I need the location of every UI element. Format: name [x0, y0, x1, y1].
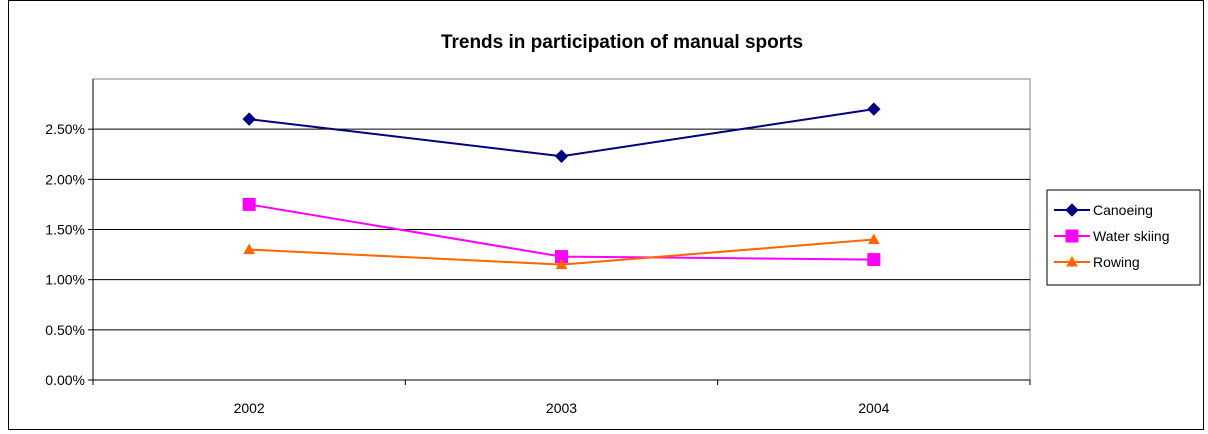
- data-point-rowing: [243, 243, 256, 255]
- legend-marker-canoeing: [1065, 203, 1079, 217]
- y-tick-label: 1.00%: [45, 272, 85, 288]
- data-point-canoeing: [242, 112, 256, 126]
- series-line-canoeing: [249, 108, 874, 158]
- data-point-canoeing: [554, 149, 569, 163]
- legend-label-water-skiing: Water skiing: [1093, 228, 1170, 244]
- data-point-water-skiing: [867, 253, 881, 267]
- x-tick-label: 2004: [858, 400, 889, 416]
- data-point-water-skiing: [242, 197, 256, 211]
- x-tick-label: 2003: [546, 400, 577, 416]
- legend-marker-rowing: [1066, 255, 1078, 267]
- y-tick-label: 0.50%: [45, 322, 85, 338]
- x-tick-label: 2002: [234, 400, 265, 416]
- y-tick-label: 0.00%: [45, 372, 85, 388]
- legend-label-rowing: Rowing: [1093, 254, 1140, 270]
- y-tick-label: 2.50%: [45, 121, 85, 137]
- data-point-canoeing: [867, 102, 881, 116]
- data-point-rowing: [867, 233, 880, 245]
- y-tick-label: 2.00%: [45, 171, 85, 187]
- legend-label-canoeing: Canoeing: [1093, 202, 1153, 218]
- legend-marker-water-skiing: [1065, 229, 1079, 243]
- y-tick-label: 1.50%: [45, 222, 85, 238]
- chart-frame: [8, 0, 1204, 430]
- chart-title: Trends in participation of manual sports: [441, 32, 803, 53]
- data-point-rowing: [555, 258, 568, 270]
